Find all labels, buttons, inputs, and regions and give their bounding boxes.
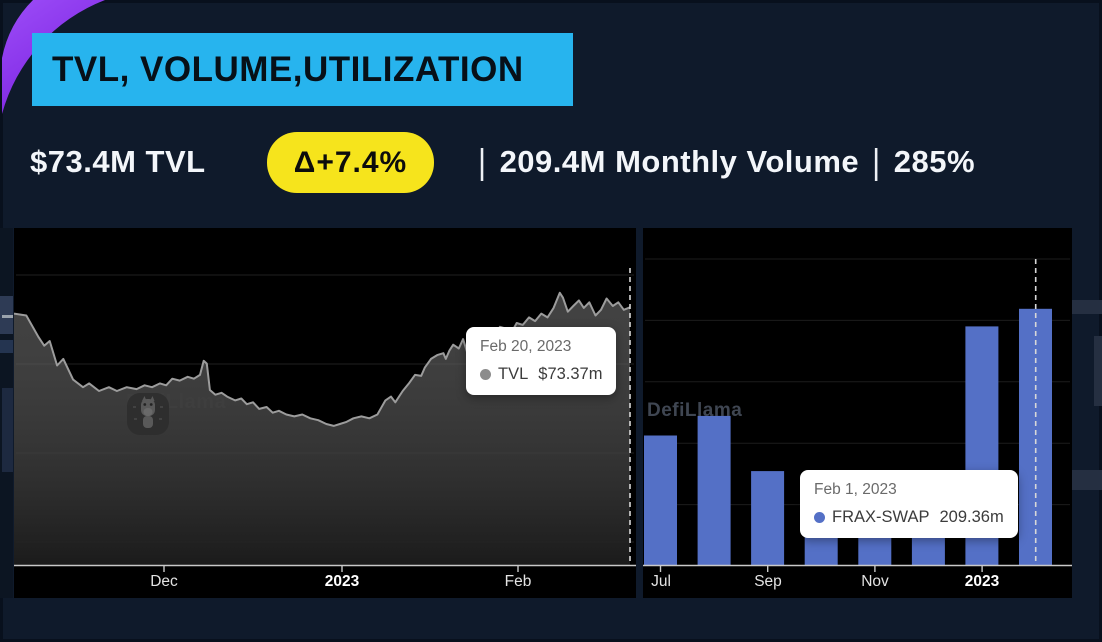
volume-tooltip: Feb 1, 2023 FRAX-SWAP 209.36m xyxy=(800,470,1018,538)
delta-badge: Δ+7.4% xyxy=(267,132,434,193)
defillama-watermark: DefiLlama xyxy=(126,391,226,435)
tvl-x-axis xyxy=(14,564,636,572)
tvl-tooltip: Feb 20, 2023 TVL $73.37m xyxy=(466,327,617,395)
tvl-x-tick-dec: Dec xyxy=(150,573,178,590)
tvl-series-line xyxy=(14,291,631,427)
page-title: TVL, VOLUME,UTILIZATION xyxy=(52,49,524,89)
stat-divider: | xyxy=(872,141,881,182)
volume-stat: 209.4M Monthly Volume xyxy=(499,144,860,179)
volume-utilization-stats: | 209.4M Monthly Volume | 285% xyxy=(478,141,976,182)
tvl-tooltip-series: TVL xyxy=(498,365,529,383)
volume-x-axis xyxy=(643,564,1072,572)
volume-x-tick-2023: 2023 xyxy=(964,573,1000,590)
utilization-stat: 285% xyxy=(893,144,976,179)
volume-bar-jul-2022[interactable] xyxy=(644,435,677,566)
title-banner: TVL, VOLUME,UTILIZATION xyxy=(32,33,573,106)
stats-row: $73.4M TVL Δ+7.4% | 209.4M Monthly Volum… xyxy=(0,130,1102,202)
volume-tooltip-value: 209.36m xyxy=(939,508,1004,526)
volume-chart-panel: Jul Sep Nov 2023 DefiLlama Feb 1, 2023 F… xyxy=(643,228,1072,598)
volume-tooltip-series: FRAX-SWAP xyxy=(832,508,930,526)
tvl-x-tick-2023: 2023 xyxy=(324,573,360,590)
tvl-chart-canvas[interactable] xyxy=(14,228,636,598)
stat-divider: | xyxy=(478,141,487,182)
tvl-tooltip-value: $73.37m xyxy=(538,365,603,383)
volume-x-tick-sep: Sep xyxy=(754,573,782,590)
defillama-watermark: DefiLlama xyxy=(647,400,742,422)
volume-x-tick-jul: Jul xyxy=(651,573,671,590)
volume-bar-aug-2022[interactable] xyxy=(697,415,731,566)
volume-bar-sep-2022[interactable] xyxy=(751,471,785,566)
defillama-logo-icon xyxy=(127,393,169,435)
tvl-tooltip-date: Feb 20, 2023 xyxy=(480,338,572,355)
volume-x-tick-nov: Nov xyxy=(861,573,889,590)
frax-series-dot-icon xyxy=(814,512,825,523)
delta-badge-label: Δ+7.4% xyxy=(293,145,408,179)
tvl-stat: $73.4M TVL xyxy=(30,144,206,179)
volume-tooltip-date: Feb 1, 2023 xyxy=(814,481,897,498)
tvl-chart-panel: Dec 2023 Feb DefiLlama xyxy=(14,228,636,598)
volume-bar-feb-2023[interactable] xyxy=(1019,308,1052,566)
defillama-watermark-label: DefiLlama xyxy=(647,400,743,421)
tvl-series-dot-icon xyxy=(480,369,491,380)
tvl-x-tick-feb: Feb xyxy=(504,573,532,590)
